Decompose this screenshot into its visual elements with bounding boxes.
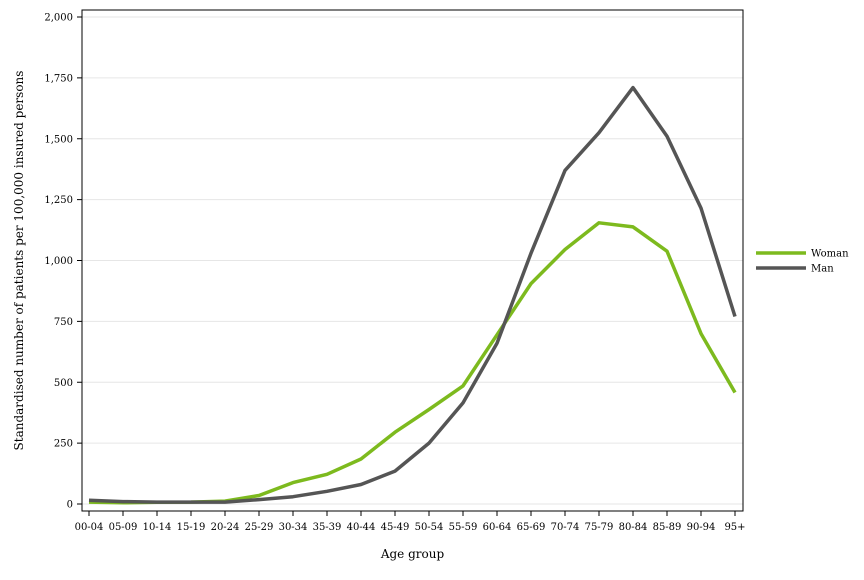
- x-tick-label: 20-24: [211, 522, 240, 533]
- x-tick-label: 95+: [724, 522, 745, 533]
- x-tick-label: 00-04: [75, 522, 104, 533]
- y-tick-label: 1,500: [44, 134, 73, 145]
- x-tick-label: 40-44: [347, 522, 376, 533]
- y-tick-label: 2,000: [44, 13, 73, 24]
- x-tick-label: 65-69: [517, 522, 546, 533]
- x-tick-label: 30-34: [279, 522, 308, 533]
- y-tick-label: 750: [54, 317, 73, 328]
- x-tick-label: 50-54: [415, 522, 444, 533]
- x-tick-label: 90-94: [687, 522, 716, 533]
- series-line-man: [88, 85, 737, 504]
- x-axis: 00-04 05-09 10-14 15-19 20-24 25-29 30-34 35-39…: [75, 511, 746, 533]
- y-tick-label: 1,250: [44, 195, 73, 206]
- x-tick-label: 75-79: [585, 522, 614, 533]
- legend-label-woman: Woman: [811, 249, 849, 260]
- x-tick-label: 85-89: [653, 522, 682, 533]
- x-tick-label: 15-19: [177, 522, 206, 533]
- x-tick-label: 35-39: [313, 522, 342, 533]
- y-tick-label: 0: [67, 500, 73, 511]
- grid-lines: [82, 16, 743, 505]
- series-lines: [88, 85, 737, 505]
- x-tick-label: 80-84: [619, 522, 648, 533]
- x-tick-label: 10-14: [143, 522, 172, 533]
- x-tick-label: 70-74: [551, 522, 580, 533]
- legend-label-man: Man: [811, 264, 834, 275]
- y-tick-label: 250: [54, 439, 73, 450]
- y-axis-title: Standardised number of patients per 100,…: [12, 71, 26, 451]
- y-tick-label: 1,750: [44, 73, 73, 84]
- x-axis-title: Age group: [380, 547, 445, 561]
- x-tick-label: 45-49: [381, 522, 410, 533]
- legend: Woman Man: [756, 249, 849, 275]
- x-tick-label: 25-29: [245, 522, 274, 533]
- x-tick-label: 55-59: [449, 522, 478, 533]
- y-axis: 0 250 500 750 1,000 1,250 1,500 1,750 2,000: [44, 13, 82, 511]
- y-tick-label: 1,000: [44, 256, 73, 267]
- y-tick-label: 500: [54, 378, 73, 389]
- x-tick-label: 60-64: [483, 522, 512, 533]
- x-tick-label: 05-09: [109, 522, 138, 533]
